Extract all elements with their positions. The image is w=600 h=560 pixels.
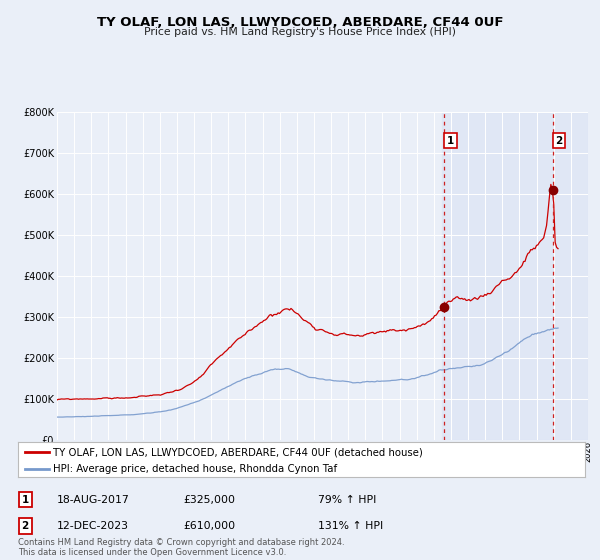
Text: 1: 1 (447, 136, 454, 146)
Text: £325,000: £325,000 (183, 494, 235, 505)
Bar (442, 112, 588, 440)
Text: TY OLAF, LON LAS, LLWYDCOED, ABERDARE, CF44 0UF: TY OLAF, LON LAS, LLWYDCOED, ABERDARE, C… (97, 16, 503, 29)
Text: 12-DEC-2023: 12-DEC-2023 (57, 521, 129, 531)
Text: 79% ↑ HPI: 79% ↑ HPI (318, 494, 376, 505)
Text: 131% ↑ HPI: 131% ↑ HPI (318, 521, 383, 531)
Text: TY OLAF, LON LAS, LLWYDCOED, ABERDARE, CF44 0UF (detached house): TY OLAF, LON LAS, LLWYDCOED, ABERDARE, C… (53, 447, 423, 457)
Text: 18-AUG-2017: 18-AUG-2017 (57, 494, 130, 505)
Text: Contains HM Land Registry data © Crown copyright and database right 2024.
This d: Contains HM Land Registry data © Crown c… (18, 538, 344, 557)
Text: £610,000: £610,000 (183, 521, 235, 531)
Text: HPI: Average price, detached house, Rhondda Cynon Taf: HPI: Average price, detached house, Rhon… (53, 464, 337, 474)
Text: Price paid vs. HM Land Registry's House Price Index (HPI): Price paid vs. HM Land Registry's House … (144, 27, 456, 38)
Text: 1: 1 (22, 494, 29, 505)
Text: 2: 2 (22, 521, 29, 531)
Text: 2: 2 (556, 136, 563, 146)
